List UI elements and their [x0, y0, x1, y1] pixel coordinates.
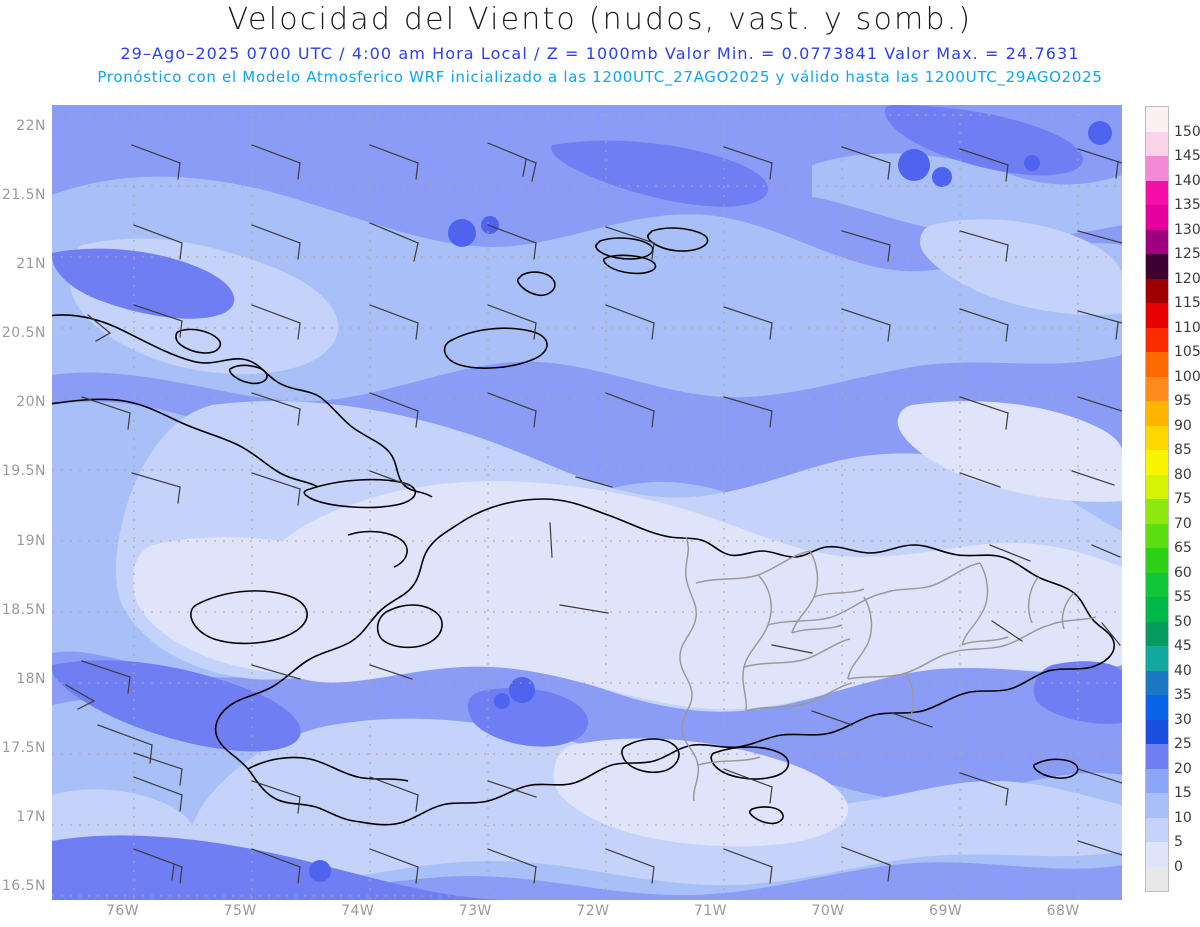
colorbar-swatch [1146, 793, 1168, 818]
colorbar-tick-label: 80 [1174, 466, 1192, 483]
colorbar-swatch [1146, 646, 1168, 671]
colorbar-swatch [1146, 156, 1168, 181]
colorbar-swatch [1146, 327, 1168, 352]
colorbar-swatch [1146, 499, 1168, 524]
page-title: Velocidad del Viento (nudos, vast. y som… [227, 2, 973, 37]
colorbar-tick-label: 95 [1174, 393, 1192, 409]
colorbar-swatch [1146, 180, 1168, 205]
colorbar-swatch [1146, 744, 1168, 769]
colorbar-tick-label: 20 [1174, 760, 1192, 777]
colorbar-swatch [1146, 866, 1168, 891]
lon-tick-label: 75W [223, 903, 257, 919]
colorbar-swatch [1146, 695, 1168, 720]
colorbar-tick-label: 40 [1174, 662, 1192, 679]
colorbar-tick-label: 65 [1174, 540, 1192, 556]
lat-tick-label: 17.5N [1, 739, 46, 756]
colorbar-swatch [1146, 523, 1168, 548]
colorbar-swatch [1146, 131, 1168, 156]
colorbar-tick-label: 35 [1174, 687, 1192, 703]
lat-tick-label: 20.5N [1, 325, 46, 342]
colorbar-swatch [1146, 107, 1168, 132]
lat-tick-label: 18N [16, 670, 46, 687]
colorbar-swatch [1146, 450, 1168, 475]
gridlines [52, 105, 1122, 900]
lon-tick-label: 71W [693, 903, 728, 919]
colorbar-tick-label: 135 [1174, 197, 1200, 213]
lat-tick-label: 16.5N [1, 878, 46, 895]
lat-tick-label: 21N [16, 256, 46, 272]
colorbar-swatch [1146, 719, 1168, 744]
colorbar-tick-label: 15 [1174, 785, 1192, 801]
colorbar-swatch [1146, 572, 1168, 597]
colorbar-swatch [1146, 842, 1168, 867]
colorbar-swatch [1146, 376, 1168, 401]
lon-tick-label: 70W [811, 903, 845, 919]
colorbar-tick-label: 100 [1174, 368, 1200, 385]
lon-tick-label: 68W [1046, 903, 1080, 919]
lon-tick-label: 76W [105, 903, 140, 919]
colorbar-tick-label: 130 [1174, 221, 1200, 238]
colorbar-tick-label: 120 [1174, 270, 1200, 287]
colorbar-swatch [1146, 548, 1168, 573]
colorbar-tick-label: 140 [1174, 172, 1200, 189]
colorbar-tick-label: 5 [1174, 834, 1183, 850]
colorbar-tick-label: 145 [1174, 148, 1200, 164]
colorbar-swatch [1146, 352, 1168, 377]
colorbar-swatch [1146, 621, 1168, 646]
province-borders [679, 536, 1097, 802]
colorbar-swatch [1146, 229, 1168, 254]
lon-tick-label: 74W [341, 903, 375, 919]
colorbar-tick-label: 85 [1174, 442, 1192, 458]
colorbar-swatch [1146, 278, 1168, 303]
lon-tick-label: 69W [929, 903, 963, 919]
colorbar-tick-label: 60 [1174, 564, 1192, 581]
colorbar-tick-label: 125 [1174, 246, 1200, 262]
colorbar-tick-label: 55 [1174, 589, 1192, 605]
wind-barbs [65, 142, 1122, 884]
colorbar[interactable] [1145, 106, 1169, 892]
colorbar-swatch [1146, 425, 1168, 450]
colorbar-tick-label: 70 [1174, 515, 1192, 532]
lat-tick-label: 20N [16, 394, 46, 411]
colorbar-tick-label: 10 [1174, 809, 1192, 826]
colorbar-tick-label: 75 [1174, 491, 1192, 507]
colorbar-tick-label: 50 [1174, 613, 1192, 630]
colorbar-tick-label: 110 [1174, 319, 1200, 336]
colorbar-tick-label: 0 [1174, 858, 1183, 875]
lat-tick-label: 21.5N [1, 186, 46, 203]
colorbar-tick-label: 45 [1174, 638, 1192, 654]
colorbar-tick-label: 30 [1174, 711, 1192, 728]
lat-tick-label: 19N [16, 532, 46, 549]
lon-tick-label: 72W [576, 903, 610, 919]
lat-tick-label: 22N [16, 117, 46, 134]
colorbar-swatch [1146, 670, 1168, 695]
colorbar-swatch [1146, 205, 1168, 230]
colorbar-swatch [1146, 768, 1168, 793]
colorbar-swatch [1146, 597, 1168, 622]
colorbar-tick-label: 25 [1174, 736, 1192, 752]
shaded-wind-field [52, 105, 1122, 900]
colorbar-swatch [1146, 474, 1168, 499]
wind-speed-map[interactable]: Sisπ – ONAMET/REP.DOM. [52, 105, 1122, 900]
lat-tick-label: 18.5N [1, 601, 46, 618]
model-info-line: Pronóstico con el Modelo Atmosferico WRF… [97, 68, 1103, 86]
lat-tick-label: 17N [16, 809, 46, 826]
colorbar-tick-label: 150 [1174, 123, 1200, 140]
colorbar-swatch [1146, 401, 1168, 426]
coastlines [52, 227, 1115, 826]
colorbar-tick-label: 105 [1174, 344, 1200, 360]
colorbar-swatch [1146, 254, 1168, 279]
colorbar-swatch [1146, 303, 1168, 328]
colorbar-tick-label: 115 [1174, 295, 1200, 311]
lon-tick-label: 73W [458, 903, 492, 919]
colorbar-swatch [1146, 817, 1168, 842]
forecast-metadata-line: 29–Ago–2025 0700 UTC / 4:00 am Hora Loca… [120, 44, 1080, 63]
colorbar-tick-label: 90 [1174, 417, 1192, 434]
lat-tick-label: 19.5N [1, 463, 46, 480]
